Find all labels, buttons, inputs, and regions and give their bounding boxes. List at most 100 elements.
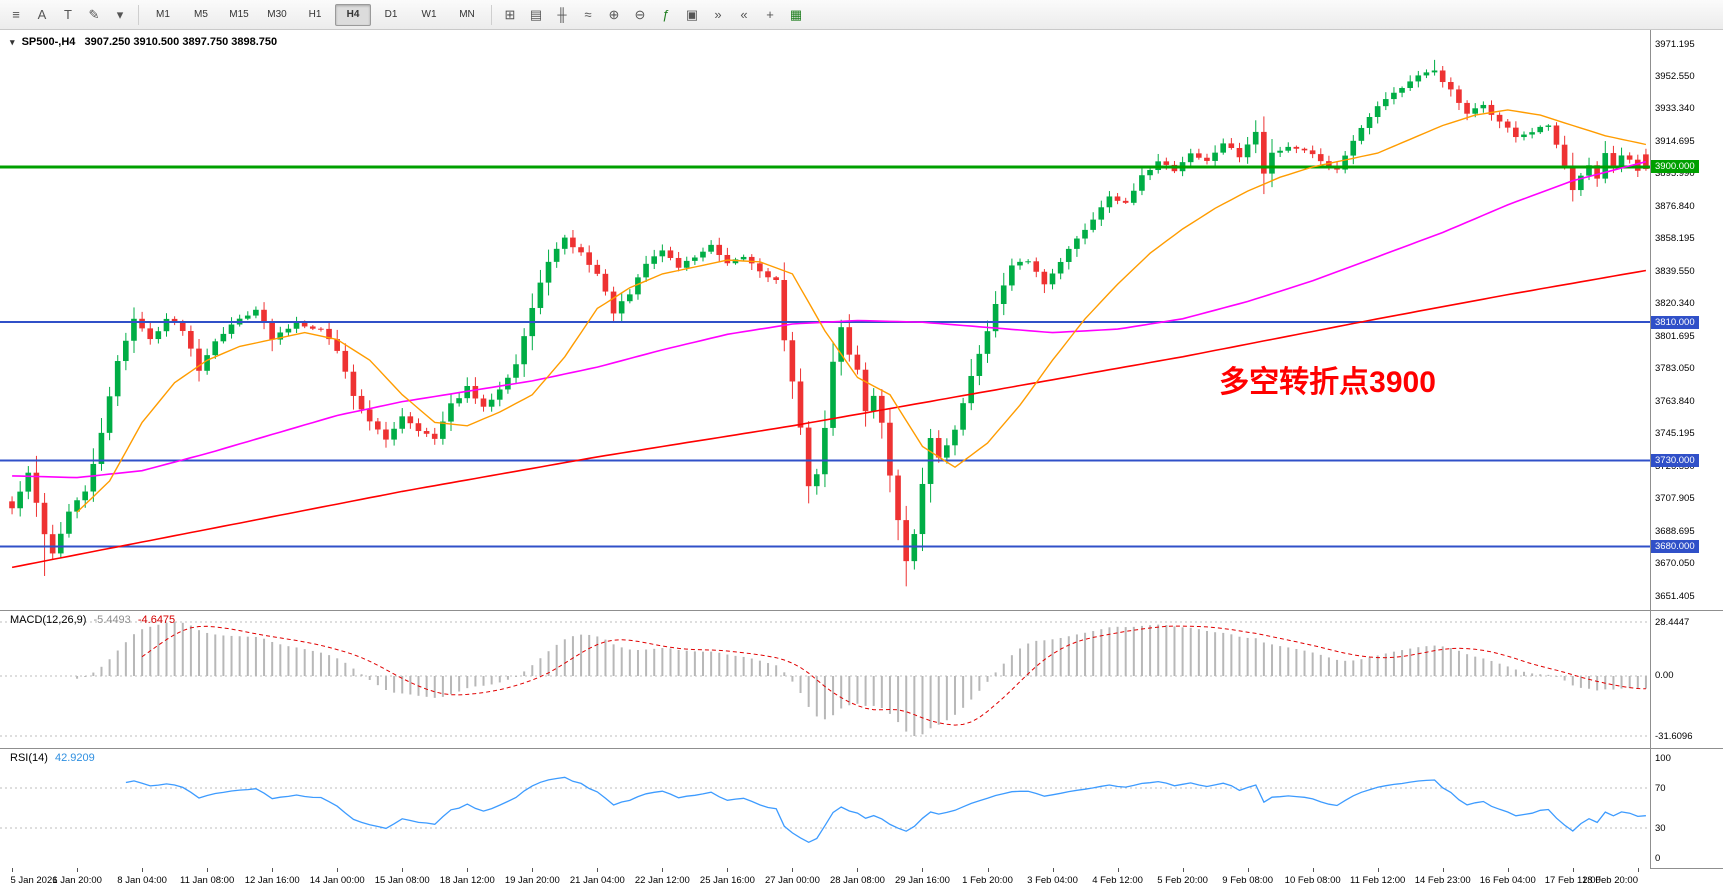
price-level-badge: 3680.000 [1651,540,1699,554]
toolbar-timeframes: M1 M5 M15 M30 H1 H4 D1 W1 MN [145,3,485,26]
price-tick-label: 3745.195 [1655,428,1695,440]
time-tick [1442,868,1444,872]
rsi-panel-canvas[interactable] [0,748,1650,868]
price-tick-label: 3763.840 [1655,395,1695,407]
macd-title: MACD(12,26,9) [10,614,87,626]
time-tick-label: 15 Jan 08:00 [374,875,430,886]
new-chart-icon[interactable]: ▦ [789,6,803,22]
price-tick-label: 3839.550 [1655,265,1695,277]
menu-icon[interactable]: ≡ [12,7,20,22]
time-tick-label: 5 Feb 20:00 [1157,875,1208,886]
time-tick-label: 21 Jan 04:00 [569,875,625,886]
chart-annotation-text[interactable]: 多空转折点3900 [1219,365,1436,399]
time-tick [857,868,859,872]
rsi-axis-30: 30 [1655,822,1666,834]
time-tick [1312,868,1314,872]
timeframe-w1[interactable]: W1 [421,9,437,20]
time-tick-label: 27 Jan 00:00 [764,875,820,886]
time-tick-label: 16 Feb 04:00 [1479,875,1536,886]
price-tick-label: 3914.695 [1655,135,1695,147]
auto-scroll-icon[interactable]: » [714,7,722,22]
candlestick-chart-icon[interactable]: ╫ [557,7,567,22]
zoom-out-icon[interactable]: ⊖ [634,6,646,22]
crosshair-icon[interactable]: + [766,7,774,22]
price-level-badge: 3730.000 [1651,453,1699,467]
macd-axis-min: -31.6096 [1655,730,1693,742]
toolbar-separator [491,4,492,25]
time-tick [467,868,469,872]
price-tick-label: 3971.195 [1655,38,1695,50]
time-tick-label: 5 Jan 2021 [10,875,58,886]
time-tick [1117,868,1119,872]
macd-axis-max: 28.4447 [1655,616,1690,628]
tile-windows-icon[interactable]: ⊞ [504,6,516,22]
time-tick-label: 22 Jan 12:00 [634,875,690,886]
draw-tools-icon[interactable]: ✎ [88,6,100,22]
price-axis-separator [1650,30,1651,868]
price-axis[interactable]: 3971.195 3952.550 3933.340 3914.695 3895.990… [1651,0,1723,895]
time-axis[interactable]: 5 Jan 2021 6 Jan 20:00 8 Jan 04:00 11 Jan 0… [0,868,1650,895]
timeframe-m5[interactable]: M5 [194,9,208,20]
price-tick-label: 3801.695 [1655,330,1695,342]
timeframe-m15[interactable]: M15 [229,9,249,20]
time-tick [727,868,729,872]
macd-signal-value: -4.6475 [137,614,176,626]
toolbar-separator [138,4,139,25]
macd-panel-canvas[interactable] [0,610,1650,748]
text-tool-icon[interactable]: T [64,7,72,22]
time-tick [1247,868,1249,872]
time-tick-label: 10 Feb 08:00 [1284,875,1341,886]
timeframe-m30[interactable]: M30 [267,9,287,20]
symbol-dropdown-icon[interactable]: ▾ [10,37,15,47]
templates-icon[interactable]: ▣ [685,6,699,22]
timeframe-d1[interactable]: D1 [384,9,398,20]
price-tick-label: 3651.405 [1655,590,1695,602]
time-tick-label: 4 Feb 12:00 [1092,875,1143,886]
timeframe-h1[interactable]: H1 [308,9,322,20]
time-tick-label: 9 Feb 08:00 [1222,875,1273,886]
toolbar: ≡ A T ✎ ▾ M1 M5 M15 M30 H1 H4 D1 W1 MN ⊞ ▤ ╫ ≈ ⊕ ⊖ ƒ ▣ » « + ▦ [0,0,1723,30]
price-tick-label: 3783.050 [1655,363,1695,375]
price-tick-label: 3933.340 [1655,103,1695,115]
time-tick-label: 1 Feb 20:00 [962,875,1013,886]
time-tick-label: 19 Jan 20:00 [504,875,560,886]
main-chart-canvas[interactable] [0,30,1650,610]
rsi-title: RSI(14) [10,752,48,764]
toolbar-left-icons: ≡ A T ✎ ▾ [4,3,132,27]
panel-separator[interactable] [0,748,1723,749]
macd-axis-zero: 0.00 [1655,670,1674,682]
line-chart-icon[interactable]: ≈ [584,7,592,22]
rsi-axis-100: 100 [1655,752,1671,764]
time-tick-label: 3 Feb 04:00 [1027,875,1078,886]
chart-shift-icon[interactable]: « [740,7,748,22]
time-tick [1637,868,1639,872]
chart-header: ▾ SP500-,H4 3907.250 3910.500 3897.750 3… [10,36,277,48]
timeframe-mn[interactable]: MN [459,9,475,20]
price-tick-label: 3876.840 [1655,200,1695,212]
time-tick [207,868,209,872]
time-tick [922,868,924,872]
zoom-in-icon[interactable]: ⊕ [608,6,620,22]
time-tick [532,868,534,872]
time-tick-label: 18 Feb 20:00 [1582,875,1638,886]
draw-tools-caret-icon[interactable]: ▾ [116,6,124,22]
timeframe-m1[interactable]: M1 [156,9,170,20]
time-tick-label: 12 Jan 16:00 [244,875,300,886]
panel-separator[interactable] [0,610,1723,611]
toolbar-right-icons: ⊞ ▤ ╫ ≈ ⊕ ⊖ ƒ ▣ » « + ▦ [498,3,808,27]
time-tick-label: 14 Jan 00:00 [309,875,365,886]
cursor-tool-icon[interactable]: A [37,7,47,22]
bar-chart-icon[interactable]: ▤ [529,6,543,22]
time-tick-label: 8 Jan 04:00 [117,875,167,886]
price-level-badge: 3900.000 [1651,160,1699,174]
time-tick [402,868,404,872]
indicators-icon[interactable]: ƒ [662,7,670,22]
time-tick [792,868,794,872]
time-tick [1572,868,1574,872]
time-tick-label: 11 Feb 12:00 [1350,875,1406,886]
price-tick-label: 3707.905 [1655,493,1695,505]
time-tick [597,868,599,872]
time-tick [1052,868,1054,872]
timeframe-h4[interactable]: H4 [335,3,371,26]
rsi-indicator-label: RSI(14) 42.9209 [10,752,95,764]
